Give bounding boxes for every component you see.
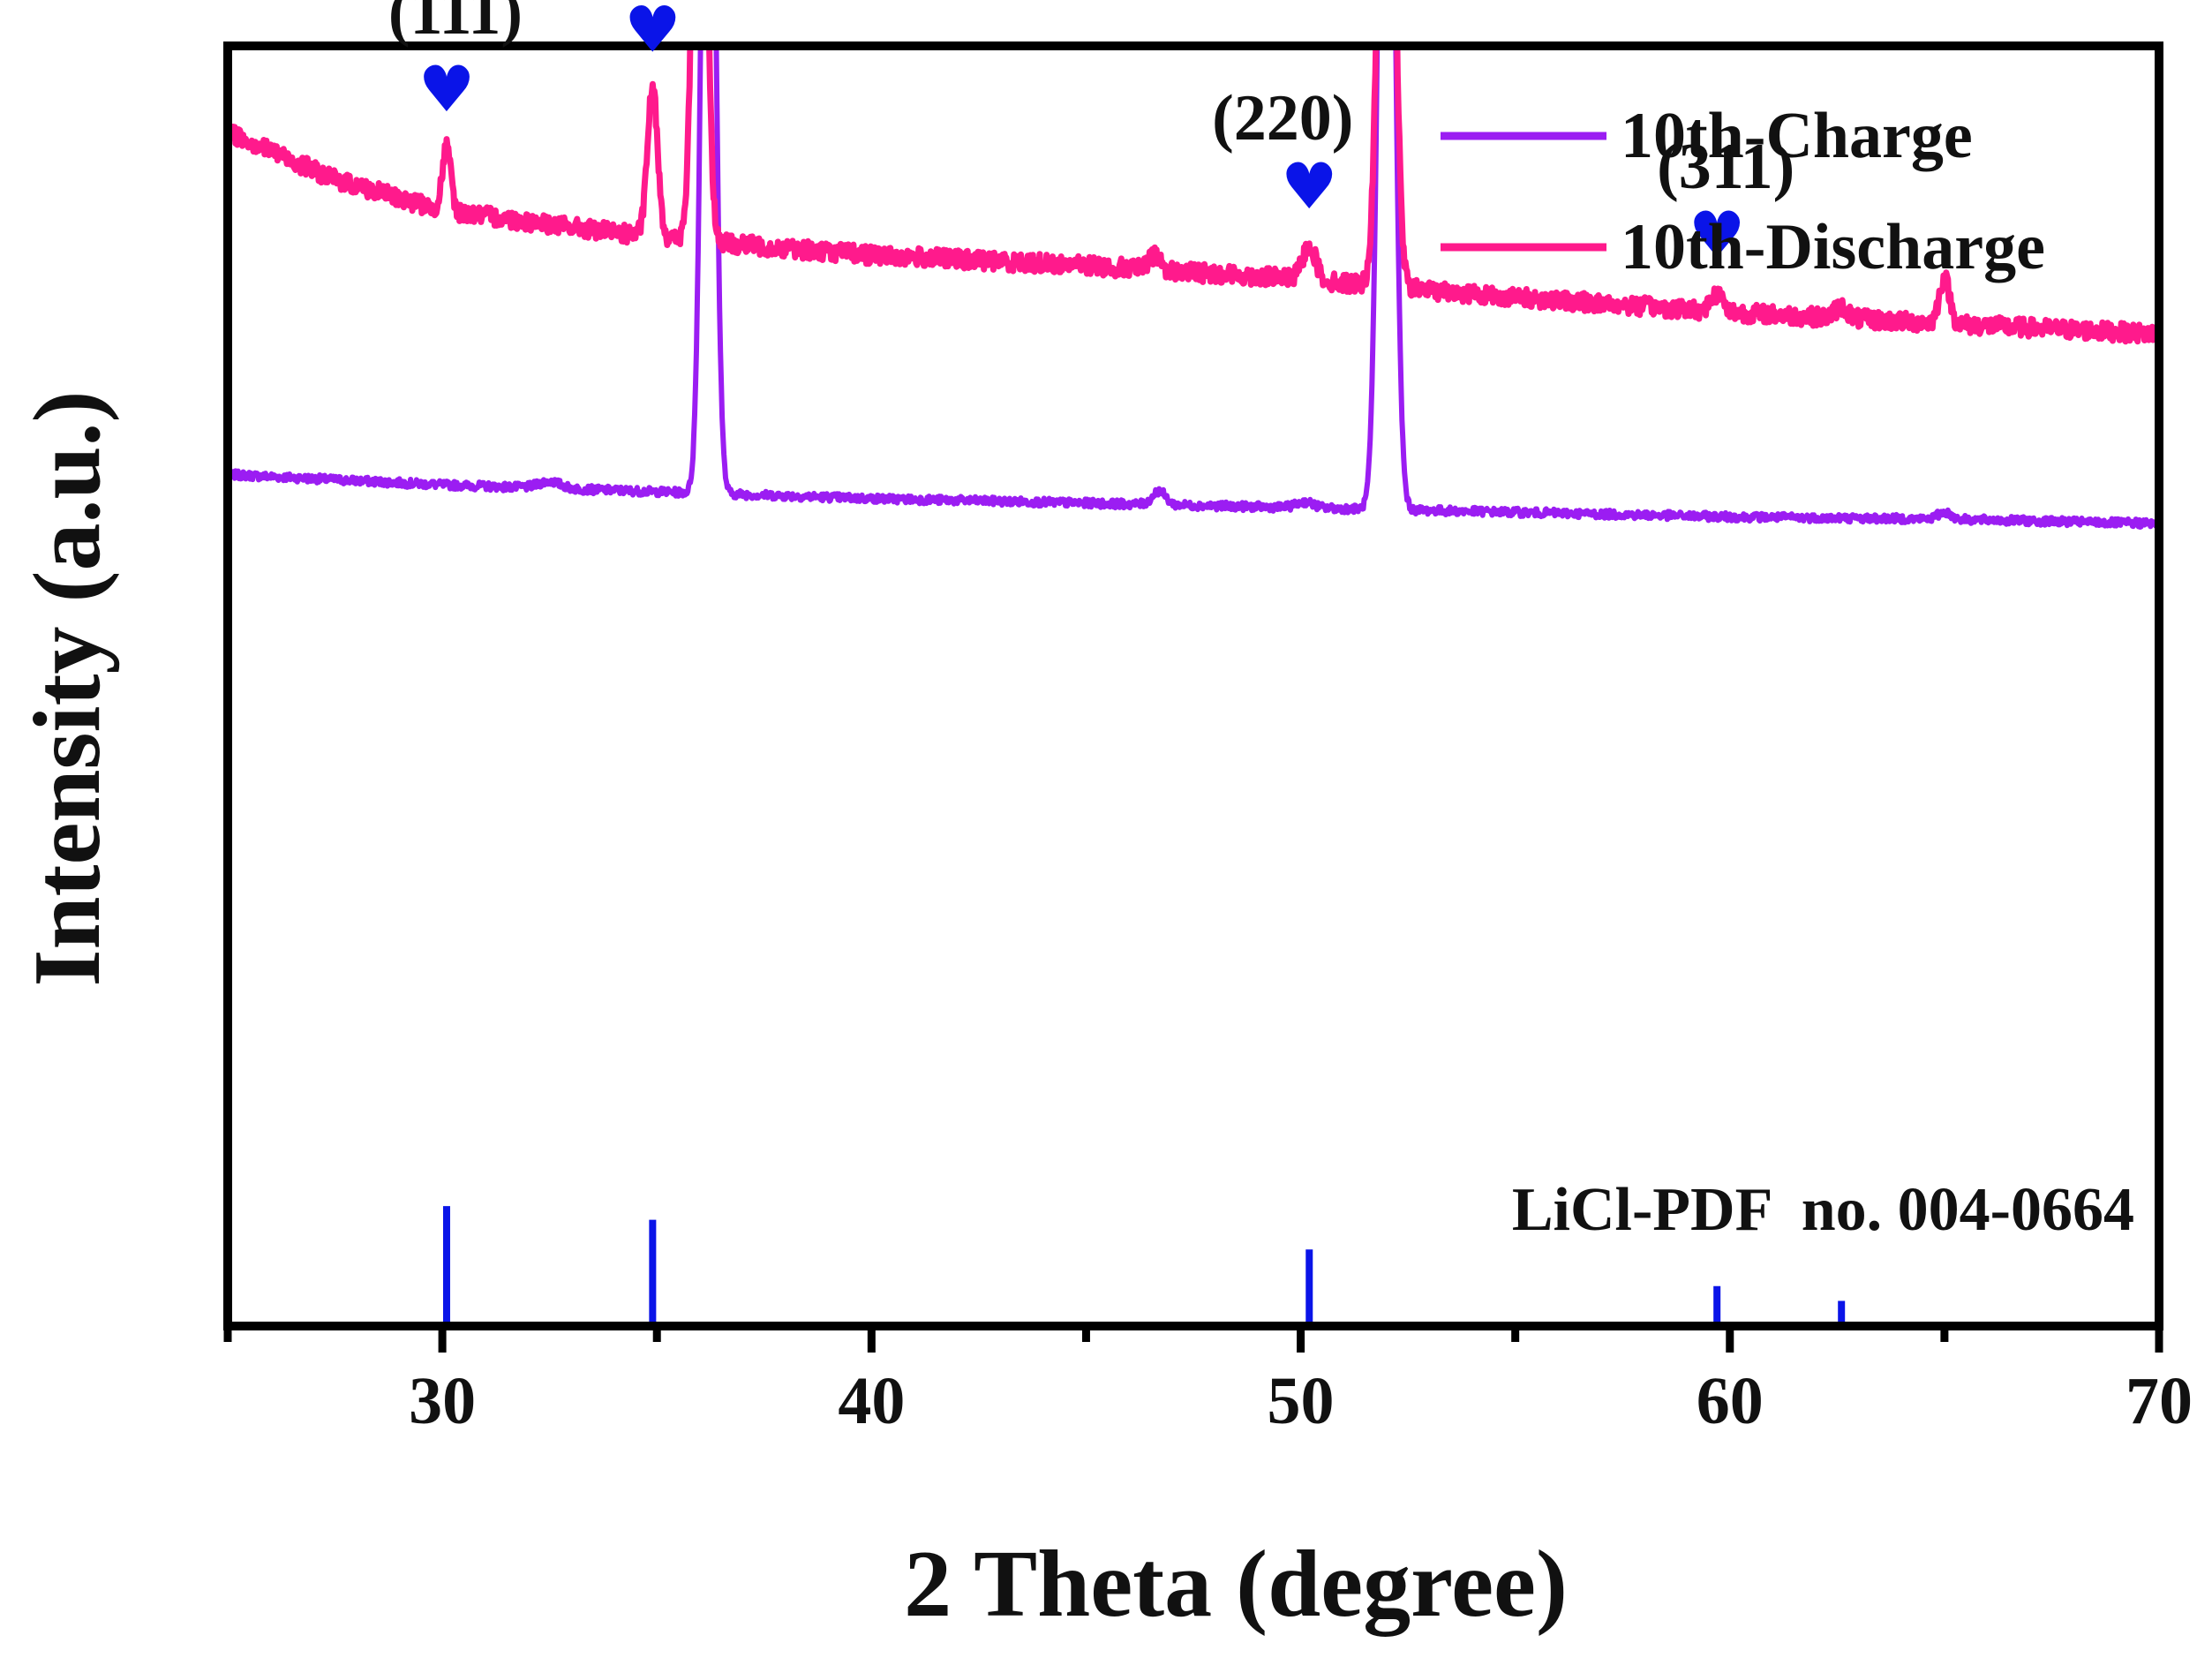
x-tick-label: 60 (1697, 1364, 1764, 1438)
legend: 10th-Charge 10th-Discharge (1441, 100, 2045, 283)
legend-label-discharge: 10th-Discharge (1621, 211, 2045, 283)
legend-label-charge: 10th-Charge (1621, 100, 1973, 172)
series-line-discharge (228, 46, 2159, 345)
peak-marker-heart-icon: ♥ (624, 0, 681, 67)
x-tick-label: 40 (838, 1364, 905, 1438)
y-axis-title: Intensity (a.u.) (15, 390, 120, 986)
peak-label: (220) (1212, 82, 1353, 154)
curves (228, 46, 2159, 530)
x-tick-label: 70 (2125, 1364, 2193, 1438)
peak-marker-heart-icon: ♥ (1281, 149, 1338, 223)
peak-marker-heart-icon: ♥ (418, 52, 476, 126)
peak-label: (111) (388, 0, 523, 49)
x-tick-label: 30 (409, 1364, 476, 1438)
x-tick-label: 50 (1268, 1364, 1335, 1438)
plot-frame (223, 41, 2163, 1330)
peak-marker-heart-icon: ♥ (1689, 198, 1746, 272)
x-axis-title: 2 Theta (degree) (904, 1532, 1568, 1637)
reference-pattern-label: LiCl-PDF no. 004-0664 (1512, 1176, 2134, 1244)
peak-label: (311) (1657, 131, 1794, 203)
series-line-charge (228, 46, 2159, 530)
